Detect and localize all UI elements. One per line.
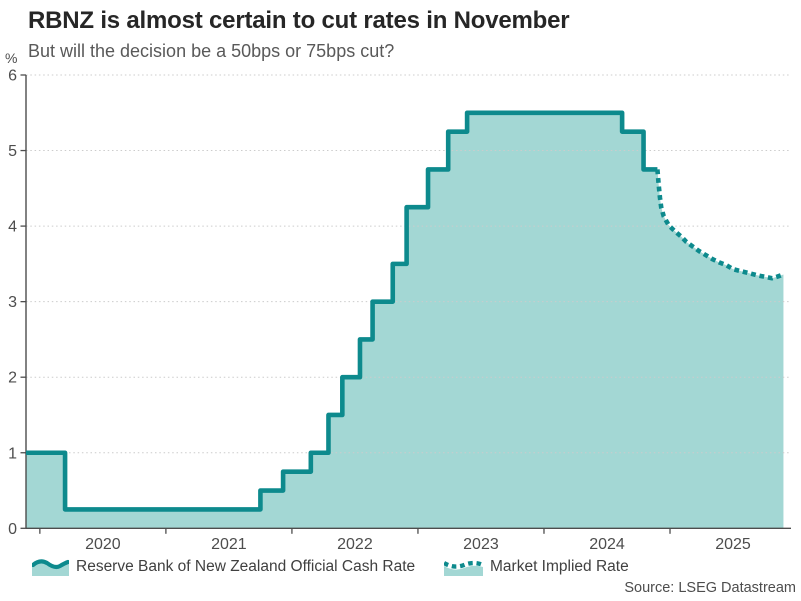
x-tick-label: 2020 — [85, 536, 121, 553]
y-axis-unit-label: % — [5, 50, 18, 66]
x-tick-label: 2024 — [589, 536, 625, 553]
x-tick-label: 2023 — [463, 536, 499, 553]
y-tick-label: 4 — [8, 219, 17, 236]
y-tick-label: 2 — [8, 370, 17, 387]
y-tick-label: 6 — [8, 68, 17, 85]
legend-item-market-implied-rate: Market Implied Rate — [444, 558, 629, 576]
area-line-swatch-icon — [32, 559, 69, 576]
y-tick-label: 0 — [8, 521, 17, 538]
market-implied-rate-line — [655, 169, 785, 281]
x-tick-label: 2022 — [337, 536, 373, 553]
x-tick-label: 2025 — [715, 536, 751, 553]
x-tick-label: 2021 — [211, 536, 247, 553]
chart-subtitle: But will the decision be a 50bps or 75bp… — [28, 41, 395, 61]
y-tick-label: 5 — [8, 143, 17, 160]
page-title: RBNZ is almost certain to cut rates in N… — [28, 7, 570, 34]
y-tick-label: 3 — [8, 294, 17, 311]
legend-label-official-cash-rate: Reserve Bank of New Zealand Official Cas… — [76, 558, 416, 575]
legend-item-official-cash-rate: Reserve Bank of New Zealand Official Cas… — [32, 558, 415, 576]
y-tick-label: 1 — [8, 445, 17, 462]
dotted-line-swatch-icon — [444, 560, 483, 576]
rate-area-fill — [26, 112, 784, 529]
official-cash-rate-line — [26, 110, 658, 512]
source-credit: Source: LSEG Datastream — [624, 580, 796, 596]
legend-label-market-implied-rate: Market Implied Rate — [490, 558, 629, 575]
